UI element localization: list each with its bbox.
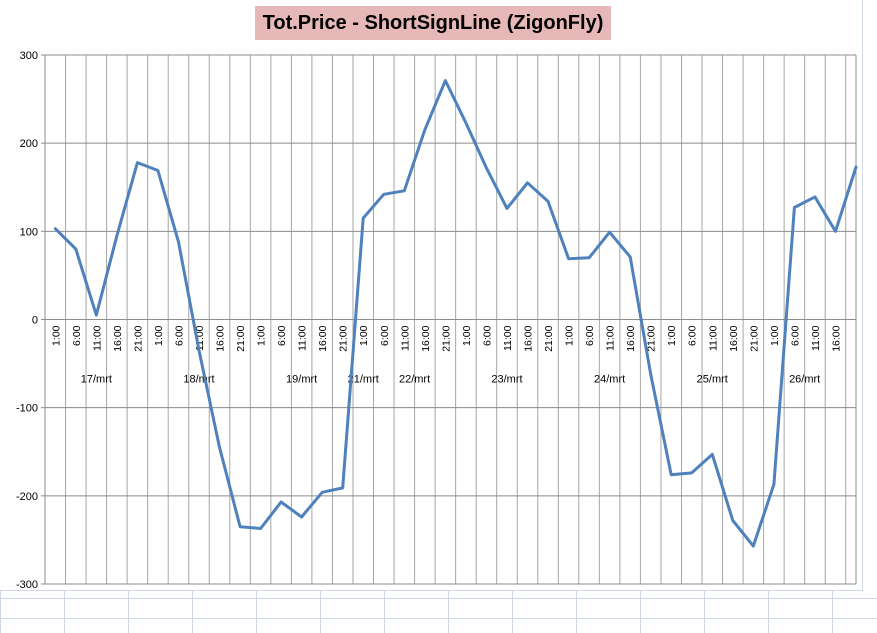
x-tick-label: 1:00 <box>153 325 165 346</box>
x-tick-label: 21:00 <box>132 325 144 351</box>
day-label: 22/mrt <box>399 374 430 386</box>
x-tick-label: 1:00 <box>666 325 678 346</box>
x-tick-label: 6:00 <box>789 325 801 346</box>
x-tick-label: 1:00 <box>358 325 370 346</box>
line-chart: 300 200 100 0 -100 -200 -300 1:00 6:00 11:00 16:00… <box>16 50 858 590</box>
x-tick-label: 1:00 <box>256 325 268 346</box>
x-tick-label: 6:00 <box>379 325 391 346</box>
y-tick-label: -300 <box>16 579 38 590</box>
x-tick-label: 11:00 <box>605 325 617 351</box>
x-tick-label: 11:00 <box>297 325 309 351</box>
x-tick-label: 6:00 <box>584 325 596 346</box>
x-tick-label: 11:00 <box>810 325 822 351</box>
x-tick-label: 21:00 <box>338 325 350 351</box>
day-label: 18/mrt <box>183 374 214 386</box>
x-tick-label: 16:00 <box>215 325 227 351</box>
day-label: 26/mrt <box>789 374 820 386</box>
y-tick-label: -200 <box>16 491 38 503</box>
x-tick-label: 1:00 <box>564 325 576 346</box>
x-tick-label: 6:00 <box>481 325 493 346</box>
x-tick-label: 11:00 <box>502 325 514 351</box>
spreadsheet-rows <box>0 590 877 633</box>
x-tick-label: 21:00 <box>440 325 452 351</box>
x-tick-label: 16:00 <box>522 325 534 351</box>
x-tick-label: 1:00 <box>769 325 781 346</box>
chart-area[interactable]: 300 200 100 0 -100 -200 -300 1:00 6:00 11:00 16:00… <box>0 0 863 591</box>
x-tick-label: 6:00 <box>173 325 185 346</box>
x-tick-label: 16:00 <box>317 325 329 351</box>
day-label: 23/mrt <box>491 374 522 386</box>
chart-title: Tot.Price - ShortSignLine (ZigonFly) <box>255 6 611 40</box>
x-tick-label: 1:00 <box>461 325 473 346</box>
x-tick-label: 6:00 <box>71 325 83 346</box>
day-label: 17/mrt <box>81 374 112 386</box>
day-label: 24/mrt <box>594 374 625 386</box>
x-tick-label: 21:00 <box>748 325 760 351</box>
day-label: 21/mrt <box>348 374 379 386</box>
x-tick-label: 11:00 <box>399 325 411 351</box>
y-tick-label: 100 <box>20 226 38 238</box>
x-tick-label: 21:00 <box>235 325 247 351</box>
day-label: 19/mrt <box>286 374 317 386</box>
x-tick-label: 6:00 <box>276 325 288 346</box>
x-tick-label: 11:00 <box>91 325 103 351</box>
x-tick-label: 16:00 <box>420 325 432 351</box>
x-tick-label: 6:00 <box>687 325 699 346</box>
day-label: 25/mrt <box>697 374 728 386</box>
y-tick-label: 200 <box>20 138 38 150</box>
series-line <box>53 79 858 548</box>
x-tick-label: 16:00 <box>112 325 124 351</box>
y-tick-label: -100 <box>16 403 38 415</box>
x-tick-label: 1:00 <box>50 325 62 346</box>
x-tick-label: 21:00 <box>646 325 658 351</box>
y-tick-label: 300 <box>20 50 38 62</box>
x-tick-label: 11:00 <box>707 325 719 351</box>
x-tick-label: 16:00 <box>625 325 637 351</box>
x-tick-label: 16:00 <box>830 325 842 351</box>
x-tick-label: 21:00 <box>543 325 555 351</box>
y-tick-label: 0 <box>32 315 38 327</box>
x-tick-label: 16:00 <box>728 325 740 351</box>
